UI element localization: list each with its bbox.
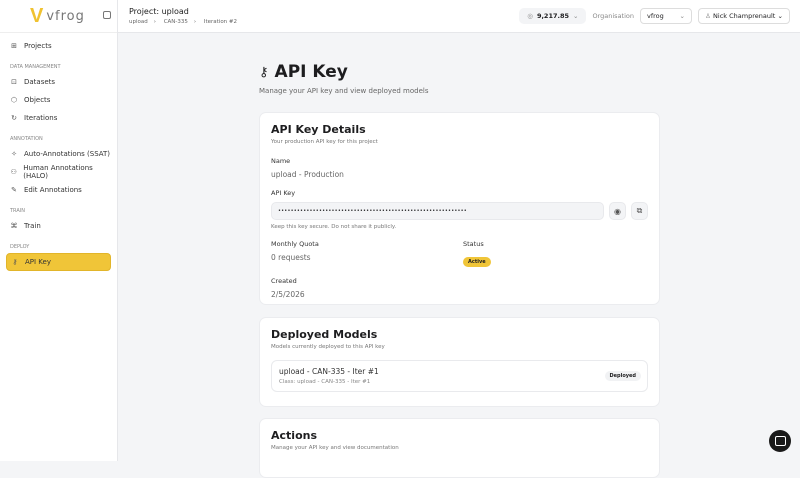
coins-icon: ◎ (527, 12, 533, 20)
sidebar-item-datasets[interactable]: ⊡ Datasets (6, 73, 111, 91)
created-label: Created (271, 277, 297, 285)
status-badge: Active (463, 257, 491, 267)
api-key-field[interactable]: ••••••••••••••••••••••••••••••••••••••••… (271, 202, 604, 220)
sidebar-item-label: Datasets (24, 78, 56, 86)
card-title: Actions (271, 429, 317, 442)
api-key-label: API Key (271, 189, 296, 197)
grid-icon: ⊞ (11, 42, 17, 50)
sidebar-item-auto-annotations-ssat[interactable]: ✧ Auto-Annotations (SSAT) (6, 145, 111, 163)
breadcrumb-item[interactable]: Iteration #2 (203, 19, 238, 25)
name-value: upload - Production (271, 170, 344, 179)
chevron-right-icon: › (153, 19, 156, 25)
sidebar-item-train[interactable]: ⌘ Train (6, 217, 111, 235)
model-class: Class: upload - CAN-335 - Iter #1 (279, 379, 371, 385)
page-title: API Key (274, 62, 348, 82)
chevron-down-icon: ⌄ (573, 12, 579, 20)
magic-icon: ✧ (11, 150, 17, 158)
users-icon: ⚇ (10, 168, 17, 176)
org-value: vfrog (647, 12, 664, 20)
sidebar-section-label: DATA MANAGEMENT (10, 64, 61, 70)
user-name: Nick Champrenault (713, 12, 776, 20)
org-select[interactable]: vfrog ⌄ (640, 8, 692, 24)
sidebar-section-label: ANNOTATION (10, 136, 43, 142)
actions-card: Actions Manage your API key and view doc… (259, 418, 660, 478)
header: Project: upload upload › CAN-335 › Iterati… (118, 0, 800, 33)
logo[interactable]: V vfrog (0, 0, 117, 33)
credits-button[interactable]: ◎ 9,217.85 ⌄ (519, 8, 587, 24)
chat-button[interactable] (769, 430, 791, 452)
sidebar-item-label: Train (24, 222, 41, 230)
logo-text: vfrog (46, 8, 85, 24)
sidebar-item-label: Projects (24, 42, 52, 50)
pencil-icon: ✎ (11, 186, 17, 194)
sidebar-item-label: Edit Annotations (24, 186, 82, 194)
cycle-icon: ↻ (11, 114, 17, 122)
card-title: API Key Details (271, 123, 366, 136)
status-label: Status (463, 240, 484, 248)
chevron-right-icon: › (193, 19, 197, 25)
page-subtitle: Manage your API key and view deployed mo… (259, 87, 429, 95)
copy-icon: ⧉ (636, 206, 643, 215)
model-name: upload - CAN-335 - Iter #1 (279, 367, 379, 376)
card-subtitle: Your production API key for this project (271, 139, 378, 145)
sidebar-item-human-annotations-halo[interactable]: ⚇ Human Annotations (HALO) (6, 163, 111, 181)
name-label: Name (271, 157, 291, 165)
sidebar-section-label: DEPLOY (10, 244, 30, 250)
breadcrumb-item[interactable]: upload (129, 19, 148, 25)
user-icon: ♙ (705, 12, 711, 20)
sidebar-item-label: Human Annotations (HALO) (23, 164, 93, 180)
card-subtitle: Manage your API key and view documentati… (271, 445, 399, 451)
copy-key-button[interactable]: ⧉ (631, 202, 648, 220)
created-value: 2/5/2026 (271, 290, 305, 299)
cube-icon: ⬡ (10, 96, 18, 104)
sidebar-section-label: TRAIN (10, 208, 25, 214)
sidebar-item-label: Auto-Annotations (SSAT) (24, 150, 111, 158)
user-menu[interactable]: ♙ Nick Champrenault ⌄ (698, 8, 790, 24)
sidebar-item-iterations[interactable]: ↻ Iterations (6, 109, 111, 127)
sidebar: V vfrog ⊞ Projects DATA MANAGEMENT ⊡ Dataset… (0, 0, 118, 461)
project-title: Project: upload (129, 7, 189, 16)
api-key-details-card: API Key Details Your production API key … (259, 112, 660, 305)
sidebar-item-edit-annotations[interactable]: ✎ Edit Annotations (6, 181, 111, 199)
key-icon: ⚷ (12, 258, 18, 266)
sidebar-item-api-key[interactable]: ⚷ API Key (6, 253, 111, 271)
main-content: ⚷ API Key Manage your API key and view de… (259, 62, 660, 478)
chevron-down-icon: ⌄ (777, 12, 783, 20)
quota-value: 0 requests (271, 253, 311, 262)
show-key-button[interactable]: ◉ (609, 202, 626, 220)
card-subtitle: Models currently deployed to this API ke… (271, 344, 385, 350)
sidebar-nav: ⊞ Projects DATA MANAGEMENT ⊡ Datasets ⬡ Object… (0, 33, 117, 271)
sidebar-toggle-icon[interactable] (103, 11, 111, 19)
sidebar-item-label: API Key (25, 258, 51, 266)
deployed-models-card: Deployed Models Models currently deploye… (259, 317, 660, 407)
chevron-down-icon: ⌄ (679, 12, 685, 20)
sidebar-item-label: Iterations (24, 114, 58, 122)
api-key-hint: Keep this key secure. Do not share it pu… (271, 224, 397, 230)
quota-label: Monthly Quota (271, 240, 319, 248)
card-title: Deployed Models (271, 328, 378, 341)
credits-value: 9,217.85 (536, 12, 570, 20)
dataset-icon: ⊡ (11, 78, 17, 86)
logo-mark: V (30, 4, 44, 27)
sidebar-item-projects[interactable]: ⊞ Projects (6, 37, 111, 55)
network-icon: ⌘ (10, 222, 18, 230)
breadcrumb: upload › CAN-335 › Iteration #2 (129, 19, 243, 25)
eye-icon: ◉ (614, 206, 621, 216)
deployed-badge: Deployed (604, 371, 641, 381)
breadcrumb-item[interactable]: CAN-335 (163, 19, 188, 25)
sidebar-item-label: Objects (24, 96, 51, 104)
key-icon: ⚷ (259, 64, 269, 80)
model-item[interactable]: upload - CAN-335 - Iter #1 Class: upload… (271, 360, 648, 392)
org-label: Organisation (592, 12, 634, 20)
sidebar-item-objects[interactable]: ⬡ Objects (6, 91, 111, 109)
